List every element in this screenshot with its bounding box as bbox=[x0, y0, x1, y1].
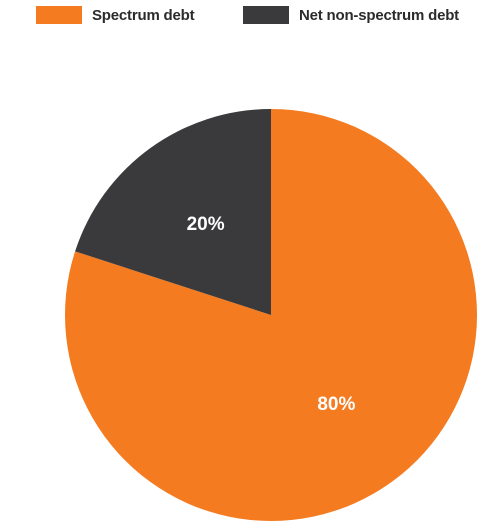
legend-label-net-non-spectrum-debt: Net non-spectrum debt bbox=[299, 6, 459, 24]
pie-slice-net-non-spectrum-debt bbox=[75, 109, 271, 315]
legend-swatch-net-non-spectrum-debt bbox=[243, 6, 289, 24]
legend-item-spectrum-debt: Spectrum debt bbox=[36, 4, 195, 26]
data-label-net-non-spectrum-debt: 20% bbox=[187, 214, 225, 235]
legend-label-spectrum-debt: Spectrum debt bbox=[92, 6, 195, 24]
legend-swatch-spectrum-debt bbox=[36, 6, 82, 24]
chart-legend: Spectrum debt Net non-spectrum debt bbox=[0, 0, 496, 40]
legend-item-net-non-spectrum-debt: Net non-spectrum debt bbox=[243, 4, 459, 26]
data-label-spectrum-debt: 80% bbox=[317, 394, 355, 415]
